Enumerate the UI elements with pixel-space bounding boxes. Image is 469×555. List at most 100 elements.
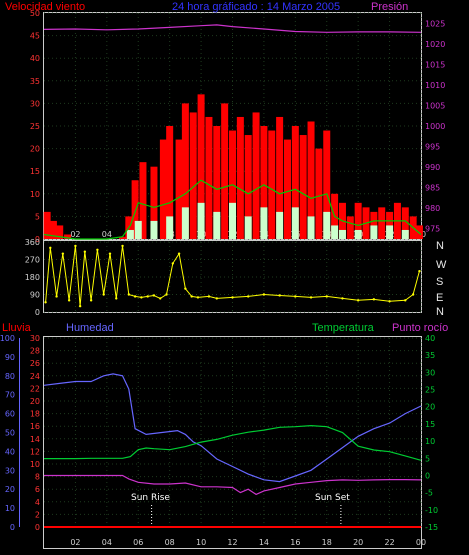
wind-gust-bar xyxy=(197,94,205,239)
temperature-y-tick-label: 25 xyxy=(425,386,435,395)
wind-speed-bar xyxy=(150,220,158,239)
wind-speed-bar xyxy=(307,216,315,239)
pressure-y-tick-label: 975 xyxy=(425,225,440,234)
wind-speed-bar xyxy=(166,216,174,239)
wind-y-tick-label: 35 xyxy=(30,77,40,86)
rain-y-tick-label: 16 xyxy=(30,422,40,431)
wind-speed-bar xyxy=(331,225,339,239)
rain-y-tick-label: 2 xyxy=(35,510,40,519)
temperature-y-tick-label: 15 xyxy=(425,420,435,429)
temperature-y-tick-label: 5 xyxy=(425,454,430,463)
rain-y-tick-label: 8 xyxy=(35,473,40,482)
wind-direction-point xyxy=(74,244,77,248)
wind-gust-bar xyxy=(166,126,174,239)
pressure-y-tick-label: 1010 xyxy=(425,81,445,90)
wind-gust-bar xyxy=(131,180,139,239)
humidity-y-tick-label: 10 xyxy=(5,504,15,513)
wind-speed-bar xyxy=(291,207,299,239)
wind-direction-point xyxy=(207,295,211,298)
wind-gust-bar xyxy=(260,126,268,239)
pressure-line xyxy=(43,24,422,33)
temp-x-tick-label: 08 xyxy=(165,538,175,547)
direction-y-tick-label: 360 xyxy=(25,238,40,247)
wind-direction-point xyxy=(325,295,328,298)
wind-direction-point xyxy=(171,262,175,265)
wind-speed-bar xyxy=(197,202,205,239)
wind-direction-point xyxy=(152,294,156,297)
humidity-axis-label: Humedad xyxy=(66,322,114,334)
wind-speed-bar xyxy=(386,225,394,239)
rain-y-tick-label: 14 xyxy=(30,435,40,444)
rain-y-tick-label: 10 xyxy=(30,460,40,469)
pressure-y-tick-label: 1015 xyxy=(425,60,445,69)
direction-label-s: S xyxy=(436,276,443,288)
dewpoint-axis-label: Punto rocío xyxy=(392,322,448,334)
humidity-y-tick-label: 70 xyxy=(5,391,15,400)
wind-gust-bar xyxy=(150,166,158,239)
wind-gust-bar xyxy=(291,126,299,239)
wind-x-tick-label: 02 xyxy=(70,230,80,239)
wind-gust-bar xyxy=(283,139,291,239)
wind-direction-point xyxy=(196,296,200,299)
wind-direction-point xyxy=(262,293,266,296)
humidity-y-tick-label: 30 xyxy=(5,466,15,475)
wind-gust-bar xyxy=(268,130,276,239)
pressure-y-tick-label: 980 xyxy=(425,204,440,213)
wind-y-tick-label: 40 xyxy=(30,54,40,63)
wind-gust-bar xyxy=(56,225,64,239)
pressure-y-tick-label: 995 xyxy=(425,143,440,152)
wind-direction-point xyxy=(49,246,52,250)
temp-x-tick-label: 06 xyxy=(133,538,143,547)
wind-direction-point xyxy=(190,295,193,298)
wind-gust-bar xyxy=(221,103,229,240)
humidity-line xyxy=(43,373,422,483)
pressure-y-tick-label: 990 xyxy=(425,163,440,172)
wind-direction-point xyxy=(108,252,112,255)
humidity-y-tick-label: 80 xyxy=(5,372,15,381)
wind-direction-point xyxy=(61,252,65,255)
temperature-y-tick-label: 40 xyxy=(425,334,435,343)
wind-gust-bar xyxy=(49,220,57,239)
temp-x-tick-label: 14 xyxy=(259,538,269,547)
wind-direction-point xyxy=(89,299,93,302)
humidity-y-tick-label: 0 xyxy=(10,523,15,532)
temp-x-tick-label: 10 xyxy=(196,538,206,547)
direction-y-tick-label: 180 xyxy=(25,273,40,282)
wind-direction-point xyxy=(247,295,250,298)
wind-direction-point xyxy=(146,295,149,298)
wind-gust-bar xyxy=(205,116,213,239)
rain-y-tick-label: 12 xyxy=(30,447,40,456)
wind-gust-bar xyxy=(244,135,252,239)
direction-label-n-top: N xyxy=(436,240,444,252)
direction-label-e: E xyxy=(436,292,443,304)
rain-axis-label: Lluvia xyxy=(2,322,32,334)
direction-y-tick-label: 270 xyxy=(25,256,40,265)
wind-gust-bar xyxy=(139,162,147,239)
temperature-y-tick-label: 35 xyxy=(425,351,435,360)
rain-y-tick-label: 30 xyxy=(30,334,40,343)
wind-direction-point xyxy=(127,293,131,296)
wind-speed-bar xyxy=(260,207,268,239)
wind-y-tick-label: 5 xyxy=(35,212,40,221)
wind-speed-axis-label: Velocidad viento xyxy=(5,1,85,13)
wind-y-tick-label: 10 xyxy=(30,190,40,199)
wind-direction-point xyxy=(55,295,58,298)
temperature-y-tick-label: 30 xyxy=(425,368,435,377)
rain-y-tick-label: 0 xyxy=(35,523,40,532)
wind-direction-point xyxy=(140,296,143,299)
pressure-y-tick-label: 1005 xyxy=(425,101,445,110)
wind-gust-bar xyxy=(43,211,51,239)
wind-gust-bar xyxy=(354,202,362,239)
pressure-y-tick-label: 1000 xyxy=(425,122,445,131)
temperature-y-tick-label: -10 xyxy=(425,506,438,515)
sunset-label: Sun Set xyxy=(315,493,350,503)
direction-label-w: W xyxy=(436,259,447,271)
wind-direction-point xyxy=(159,297,162,300)
wind-direction-point xyxy=(83,250,87,253)
wind-direction-point xyxy=(411,293,415,296)
temp-x-tick-label: 04 xyxy=(102,538,112,547)
wind-speed-bar xyxy=(244,216,252,239)
wind-gust-bar xyxy=(323,130,331,239)
wind-direction-point xyxy=(44,301,47,304)
